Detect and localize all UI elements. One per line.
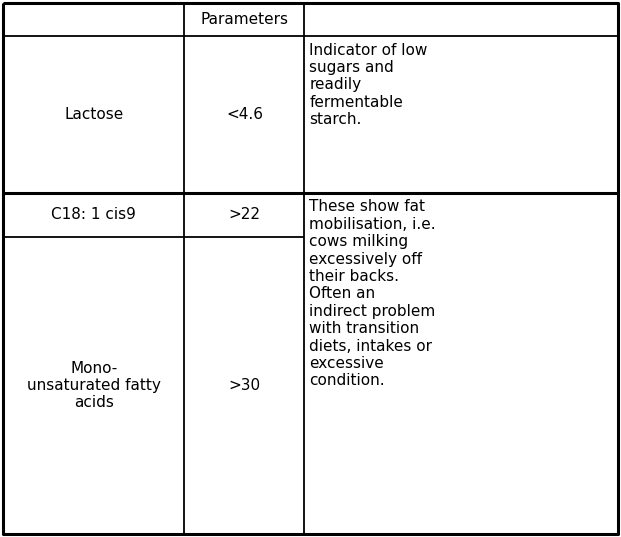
Text: These show fat
mobilisation, i.e.
cows milking
excessively off
their backs.
Ofte: These show fat mobilisation, i.e. cows m…: [309, 199, 436, 388]
Text: >22: >22: [229, 207, 260, 222]
Text: Lactose: Lactose: [64, 107, 124, 122]
Text: Parameters: Parameters: [201, 12, 288, 27]
Text: C18: 1 cis9: C18: 1 cis9: [52, 207, 136, 222]
Text: >30: >30: [229, 378, 260, 393]
Text: <4.6: <4.6: [226, 107, 263, 122]
Text: Indicator of low
sugars and
readily
fermentable
starch.: Indicator of low sugars and readily ferm…: [309, 42, 428, 127]
Text: Mono-
unsaturated fatty
acids: Mono- unsaturated fatty acids: [27, 360, 161, 410]
